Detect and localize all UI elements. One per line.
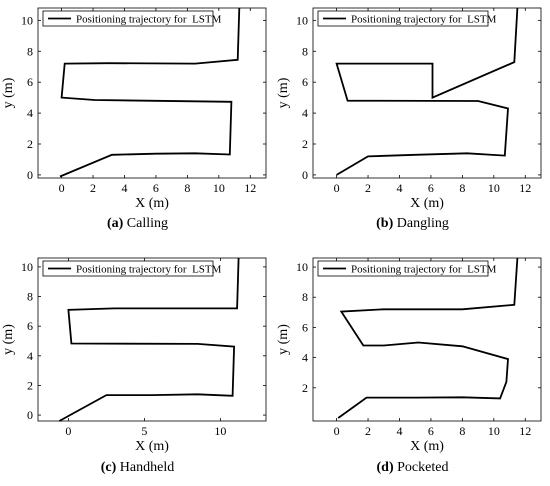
y-tick-label: 6 [302,75,308,89]
plot-frame [312,257,542,422]
series-line-trajectory [58,257,240,422]
y-tick-label: 10 [21,13,33,27]
panel-dangling: 0 2 4 6 8 10 12 0 2 4 6 8 10 X (m) y (m) Positioning tr… [275,0,550,243]
y-axis-label: y (m) [276,324,291,355]
caption-letter: (b) [376,216,394,231]
y-tick-label: 4 [27,349,33,363]
x-tick-label: 12 [519,181,531,195]
y-tick-label: 0 [27,408,33,422]
y-axis-label: y (m) [276,77,291,108]
legend-label: Positioning trajectory for LSTM [76,14,222,26]
x-tick-label: 6 [428,424,434,438]
y-tick-label: 8 [27,290,33,304]
caption-handheld: (c) Handheld [0,460,275,476]
y-tick-label: 2 [302,381,308,395]
x-tick-label: 12 [519,424,531,438]
chart-calling: 0 2 4 6 8 10 12 0 2 4 6 8 10 X (m) y (m) Positioning tr… [1,7,267,211]
y-tick-label: 4 [302,351,308,365]
y-tick-label: 8 [302,44,308,58]
legend-box [42,260,214,277]
x-tick-label: 8 [184,181,190,195]
y-tick-label: 0 [302,168,308,182]
caption-letter: (a) [106,216,124,231]
x-tick-label: 10 [214,424,226,438]
legend-box [317,260,489,277]
y-tick-label: 4 [302,106,308,120]
x-tick-label: 0 [334,181,340,195]
y-tick-label: 6 [302,320,308,334]
y-tick-label: 10 [296,13,308,27]
y-tick-label: 6 [27,75,33,89]
caption-text: Calling [126,216,169,231]
caption-dangling: (b) Dangling [275,216,550,232]
plot-frame [37,257,267,422]
y-tick-label: 2 [302,137,308,151]
y-tick-label: 2 [27,137,33,151]
x-axis-label: X (m) [135,439,169,454]
caption-pocketed: (d) Pocketed [275,460,550,476]
y-axis-label: y (m) [1,324,16,355]
x-tick-label: 2 [365,424,371,438]
legend-box [317,10,489,27]
panel-pocketed: 0 2 4 6 8 10 12 2 4 6 8 10 X (m) y (m) Positioning tra… [275,243,550,486]
x-tick-label: 0 [65,424,71,438]
x-tick-label: 4 [396,424,402,438]
chart-pocketed: 0 2 4 6 8 10 12 2 4 6 8 10 X (m) y (m) Positioning tra… [276,257,542,454]
series-line-trajectory [337,257,519,419]
x-tick-label: 8 [459,181,465,195]
y-tick-label: 10 [21,260,33,274]
x-tick-label: 12 [244,181,256,195]
y-tick-label: 0 [27,168,33,182]
legend-label: Positioning trajectory for LSTM [76,264,222,276]
x-tick-label: 4 [121,181,127,195]
series-line-trajectory [335,7,519,176]
legend-box [42,10,214,27]
plot-frame [37,7,267,179]
x-tick-label: 2 [90,181,96,195]
y-tick-label: 2 [27,378,33,392]
y-axis-label: y (m) [1,77,16,108]
chart-dangling: 0 2 4 6 8 10 12 0 2 4 6 8 10 X (m) y (m) Positioning tr… [276,7,542,211]
x-tick-label: 10 [488,181,500,195]
x-axis-label: X (m) [410,196,444,211]
caption-text: Dangling [396,216,449,231]
caption-text: Pocketed [397,460,449,475]
x-axis-label: X (m) [135,196,169,211]
x-tick-label: 10 [488,424,500,438]
y-tick-label: 10 [296,260,308,274]
x-tick-label: 5 [141,424,147,438]
panel-calling: 0 2 4 6 8 10 12 0 2 4 6 8 10 X (m) y (m) Positioning tr… [0,0,275,243]
caption-letter: (c) [100,460,117,475]
caption-text: Handheld [119,460,175,475]
legend-label: Positioning trajectory for LSTM [351,264,497,276]
plot-frame [312,7,542,179]
x-tick-label: 6 [428,181,434,195]
caption-letter: (d) [376,460,394,475]
x-tick-label: 6 [153,181,159,195]
series-line-trajectory [59,7,241,178]
chart-handheld: 0 5 10 0 2 4 6 8 10 X (m) y (m) Positioning traject… [1,257,267,454]
x-tick-label: 0 [59,181,65,195]
x-tick-label: 8 [459,424,465,438]
x-tick-label: 10 [213,181,225,195]
panel-handheld: 0 5 10 0 2 4 6 8 10 X (m) y (m) Positioning traject… [0,243,275,486]
y-tick-label: 6 [27,319,33,333]
x-axis-label: X (m) [410,439,444,454]
caption-calling: (a) Calling [0,216,275,232]
x-tick-label: 0 [334,424,340,438]
y-tick-label: 8 [302,290,308,304]
y-tick-label: 8 [27,44,33,58]
x-tick-label: 4 [396,181,402,195]
x-tick-label: 2 [365,181,371,195]
y-tick-label: 4 [27,106,33,120]
legend-label: Positioning trajectory for LSTM [351,14,497,26]
